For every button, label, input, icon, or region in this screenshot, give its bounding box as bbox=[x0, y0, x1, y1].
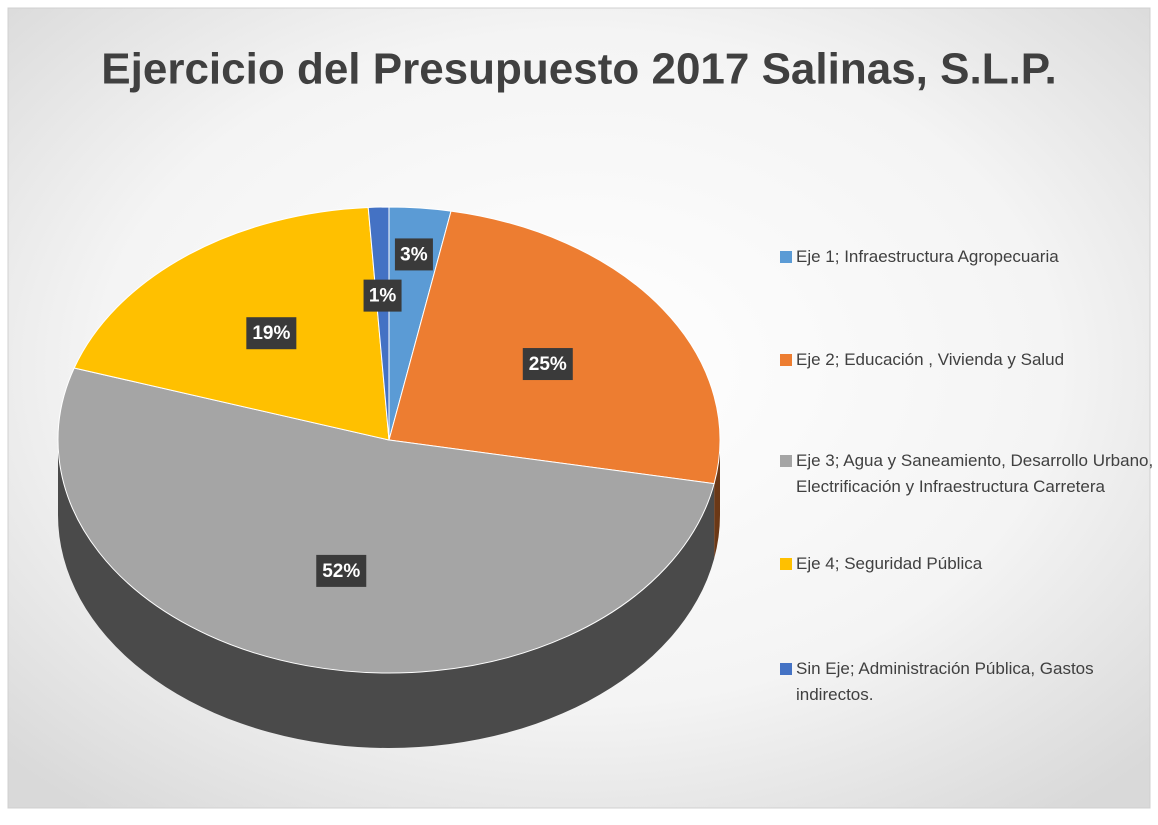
data-label: 52% bbox=[322, 561, 360, 582]
data-label: 19% bbox=[252, 323, 290, 344]
data-label-bg bbox=[246, 317, 297, 350]
legend-swatch bbox=[780, 354, 792, 366]
legend-item: Eje 4; Seguridad Pública bbox=[780, 551, 1158, 577]
data-label-bg bbox=[522, 348, 573, 381]
chart-title: Ejercicio del Presupuesto 2017 Salinas, … bbox=[101, 45, 1056, 94]
data-label: 3% bbox=[400, 244, 428, 265]
pie-slice bbox=[73, 206, 390, 441]
pie-slice bbox=[388, 210, 721, 485]
data-label: 25% bbox=[529, 354, 567, 375]
legend-item: Eje 3; Agua y Saneamiento, Desarrollo Ur… bbox=[780, 448, 1158, 500]
legend-item: Eje 2; Educación , Vivienda y Salud bbox=[780, 347, 1158, 373]
legend-label: Eje 3; Agua y Saneamiento, Desarrollo Ur… bbox=[796, 451, 1154, 496]
pie-side bbox=[58, 440, 715, 749]
data-label: 1% bbox=[369, 286, 397, 307]
data-label-bg bbox=[394, 238, 433, 271]
legend-label: Sin Eje; Administración Pública, Gastos … bbox=[796, 659, 1094, 704]
data-label-bg bbox=[316, 554, 367, 587]
pie-side bbox=[714, 440, 720, 559]
legend-swatch bbox=[780, 251, 792, 263]
data-label-bg bbox=[363, 279, 402, 312]
legend-item: Sin Eje; Administración Pública, Gastos … bbox=[780, 656, 1158, 708]
pie-slice bbox=[367, 206, 390, 441]
legend-item: Eje 1; Infraestructura Agropecuaria bbox=[780, 244, 1158, 270]
legend-label: Eje 4; Seguridad Pública bbox=[796, 554, 983, 573]
legend-swatch bbox=[780, 558, 792, 570]
pie-slice bbox=[57, 367, 715, 674]
legend-label: Eje 1; Infraestructura Agropecuaria bbox=[796, 247, 1059, 266]
legend-swatch bbox=[780, 455, 792, 467]
legend-swatch bbox=[780, 663, 792, 675]
legend-label: Eje 2; Educación , Vivienda y Salud bbox=[796, 350, 1065, 369]
